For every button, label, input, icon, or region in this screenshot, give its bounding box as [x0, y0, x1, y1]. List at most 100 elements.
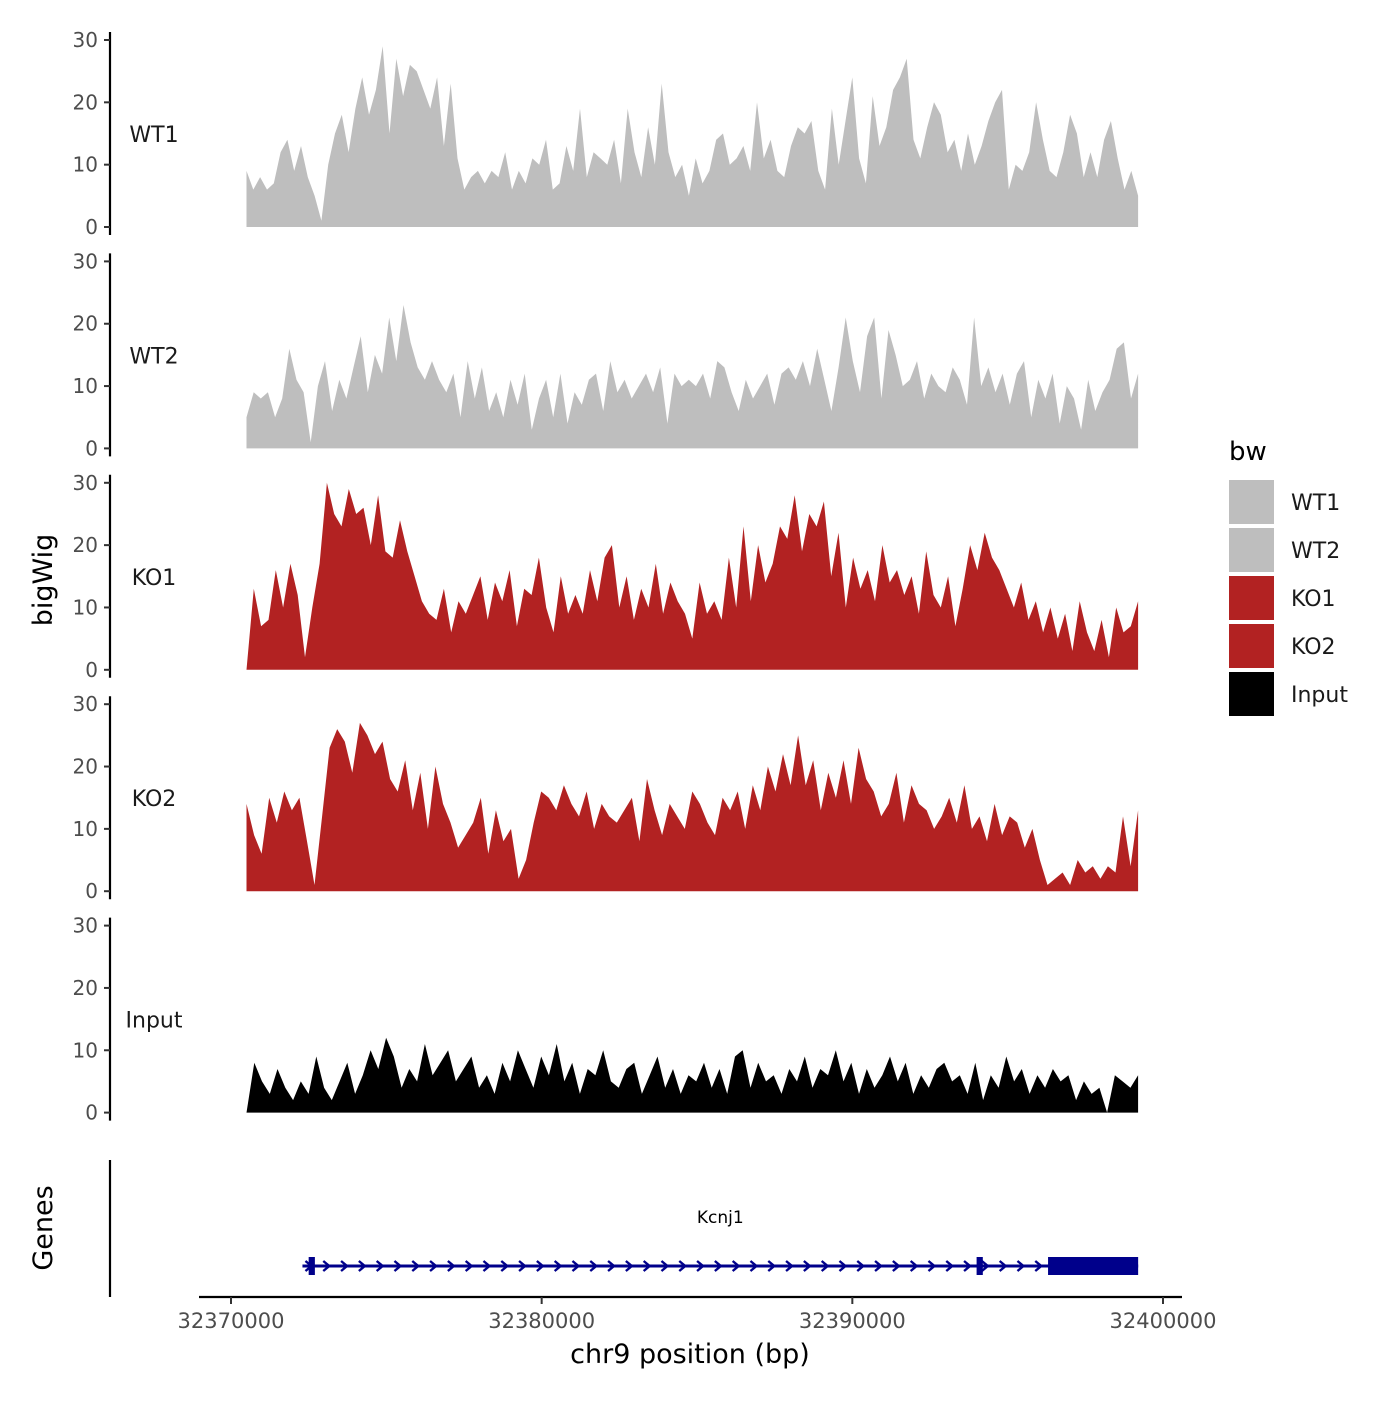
strand-chevron: [482, 1260, 492, 1272]
y-tick-label: 20: [73, 533, 98, 557]
strand-chevron: [678, 1260, 688, 1272]
area-input: [246, 1037, 1139, 1113]
strand-chevron: [803, 1260, 812, 1272]
legend-entry-input: Input: [1229, 672, 1348, 716]
area-ko2: [246, 722, 1139, 892]
strand-chevron: [340, 1260, 349, 1272]
y-tick-label: 30: [73, 249, 98, 273]
y-tick-label: 0: [85, 215, 98, 239]
track-label: KO1: [132, 566, 177, 591]
track-ko1: 0 10 20 30 KO1: [73, 471, 1139, 682]
strand-chevron: [393, 1260, 403, 1272]
strand-chevron: [660, 1260, 670, 1272]
legend-swatch: [1229, 480, 1274, 524]
legend-swatch: [1229, 624, 1274, 668]
strand-chevron: [429, 1260, 438, 1272]
y-tick-label: 10: [73, 153, 98, 177]
y-tick-label: 10: [73, 817, 98, 841]
bigwig-tracks: 0 10 20 30 WT1 0 10 20 30 WT2 0 10 20 30 KO1 0 10 20 30 KO2…: [73, 28, 1139, 1125]
legend-title: bw: [1229, 437, 1267, 467]
strand-chevron: [322, 1260, 332, 1272]
legend-label: WT1: [1291, 491, 1340, 516]
x-axis-title: chr9 position (bp): [570, 1339, 810, 1370]
gene-coding-block: [1048, 1257, 1139, 1275]
strand-chevron: [607, 1260, 616, 1272]
strand-chevron: [571, 1260, 581, 1272]
strand-chevron: [714, 1260, 723, 1272]
strand-chevron: [963, 1260, 972, 1272]
strand-chevron: [696, 1260, 705, 1272]
track-wt1: 0 10 20 30 WT1: [73, 28, 1139, 239]
strand-chevron: [820, 1260, 830, 1272]
legend-entry-ko2: KO2: [1229, 624, 1336, 668]
gene-exon: [976, 1257, 983, 1275]
strand-chevron: [838, 1260, 848, 1272]
track-label: KO2: [132, 787, 177, 812]
y-tick-label: 0: [85, 436, 98, 460]
area-ko1: [246, 482, 1139, 670]
legend-entry-wt2: WT2: [1229, 528, 1340, 572]
legend-label: WT2: [1291, 539, 1340, 564]
track-wt2: 0 10 20 30 WT2: [73, 249, 1139, 460]
area-wt2: [246, 305, 1139, 449]
legend: bw WT1 WT2 KO1 KO2 Input: [1229, 437, 1348, 716]
legend-entry-ko1: KO1: [1229, 576, 1336, 620]
strand-chevron: [518, 1260, 527, 1272]
strand-chevron: [358, 1260, 367, 1272]
strand-chevron: [553, 1260, 563, 1272]
strand-chevron: [411, 1260, 421, 1272]
y-tick-label: 30: [73, 914, 98, 938]
track-input: 0 10 20 30 Input: [73, 914, 1139, 1125]
track-ko2: 0 10 20 30 KO2: [73, 692, 1139, 903]
gene-track: Genes Kcnj1: [28, 1160, 1139, 1297]
strand-chevron: [874, 1260, 883, 1272]
y-tick-label: 30: [73, 28, 98, 52]
y-tick-label: 30: [73, 692, 98, 716]
y-tick-label: 10: [73, 1038, 98, 1062]
strand-chevron: [981, 1260, 990, 1272]
legend-label: Input: [1291, 683, 1348, 708]
y-tick-label: 30: [73, 471, 98, 495]
y-tick-label: 10: [73, 374, 98, 398]
strand-chevron: [731, 1260, 741, 1272]
strand-chevron: [464, 1260, 474, 1272]
x-tick-label: 32380000: [488, 1309, 595, 1333]
strand-chevron: [625, 1260, 634, 1272]
legend-label: KO2: [1291, 635, 1336, 660]
y-tick-label: 20: [73, 976, 98, 1000]
strand-chevron: [500, 1260, 510, 1272]
strand-chevron: [767, 1260, 777, 1272]
y-tick-label: 20: [73, 755, 98, 779]
strand-chevron: [909, 1260, 919, 1272]
y-tick-label: 0: [85, 879, 98, 903]
x-tick-label: 32370000: [178, 1309, 285, 1333]
gene-kcnj1: Kcnj1: [302, 1208, 1139, 1275]
track-label: WT2: [129, 344, 178, 369]
strand-chevron: [998, 1260, 1008, 1272]
track-label: Input: [126, 1009, 183, 1034]
area-wt1: [246, 46, 1139, 228]
track-label: WT1: [129, 123, 178, 148]
strand-chevron: [927, 1260, 937, 1272]
y-tick-label: 0: [85, 658, 98, 682]
legend-label: KO1: [1291, 587, 1336, 612]
x-tick-label: 32400000: [1110, 1309, 1217, 1333]
x-tick-label: 32390000: [799, 1309, 906, 1333]
strand-chevron: [642, 1260, 652, 1272]
y-tick-label: 20: [73, 312, 98, 336]
strand-chevron: [447, 1260, 456, 1272]
y-tick-label: 10: [73, 595, 98, 619]
gene-track-title: Genes: [28, 1185, 59, 1270]
legend-entry-wt1: WT1: [1229, 480, 1340, 524]
legend-swatch: [1229, 528, 1274, 572]
strand-chevron: [892, 1260, 901, 1272]
strand-chevron: [749, 1260, 759, 1272]
strand-chevron: [536, 1260, 545, 1272]
gene-exon: [308, 1257, 315, 1275]
legend-swatch: [1229, 576, 1274, 620]
strand-chevron: [856, 1260, 866, 1272]
strand-chevron: [589, 1260, 599, 1272]
strand-chevron: [375, 1260, 385, 1272]
strand-chevron: [1016, 1260, 1026, 1272]
